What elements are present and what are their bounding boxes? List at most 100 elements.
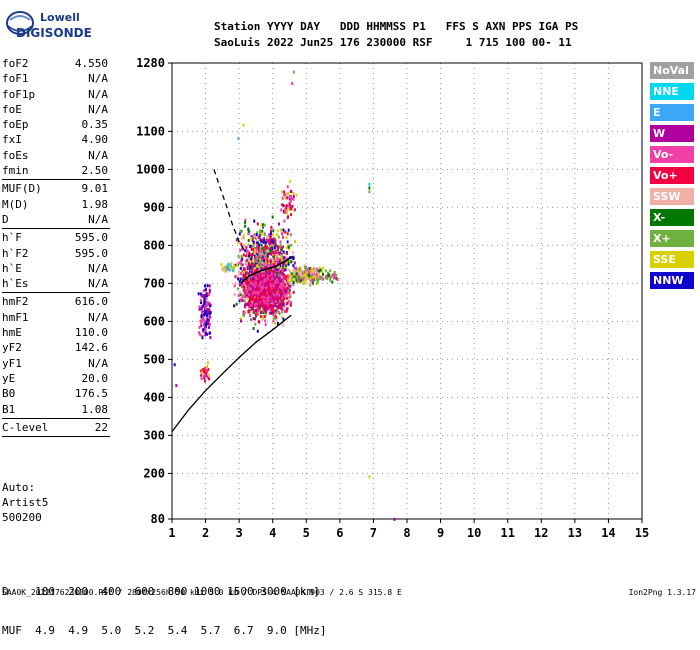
echo-point [272, 243, 275, 247]
echo-point [265, 307, 267, 311]
echo-point [267, 302, 270, 306]
echo-point [282, 228, 285, 232]
echo-point [256, 276, 259, 280]
echo-point [205, 366, 208, 370]
echo-point [278, 273, 281, 277]
auto-info: Auto: Artist5 500200 [2, 480, 48, 525]
echo-point [253, 281, 256, 285]
param-value: 142.6 [74, 341, 108, 355]
echo-point [278, 261, 281, 265]
echo-point [234, 265, 236, 269]
echo-point [288, 286, 291, 290]
echo-point [265, 303, 268, 307]
echo-point [276, 253, 279, 257]
echo-point [203, 330, 206, 334]
echo-point [315, 278, 318, 282]
echo-point [263, 295, 266, 299]
echo-point [263, 259, 266, 263]
echo-point [200, 301, 202, 305]
echo-point [334, 273, 336, 277]
echo-point [246, 284, 249, 288]
echo-point [208, 308, 211, 312]
echo-point [289, 259, 292, 263]
echo-point [244, 274, 247, 278]
legend-entry: W [650, 125, 694, 142]
echo-point [239, 248, 242, 252]
echo-point [274, 280, 277, 283]
param-name: h`F2 [2, 246, 29, 260]
echo-point [260, 278, 263, 282]
echo-point [302, 269, 305, 273]
param-value: N/A [88, 87, 108, 101]
echo-point [318, 269, 321, 273]
echo-point [267, 252, 269, 256]
echo-point [282, 275, 285, 279]
echo-point [258, 262, 261, 266]
echo-point [319, 277, 322, 281]
echo-point [277, 289, 280, 293]
param-value: N/A [88, 310, 108, 324]
echo-point [277, 303, 280, 307]
param-row: MUF(D) 9.01 [2, 181, 110, 196]
echo-point [247, 305, 250, 309]
echo-point [283, 297, 286, 301]
echo-point [280, 190, 283, 194]
echo-point [240, 319, 242, 323]
echo-point [333, 271, 336, 274]
y-tick-label: 900 [143, 200, 165, 214]
echo-point [285, 287, 288, 291]
echo-point [328, 275, 331, 279]
trace-curve [240, 256, 292, 284]
legend-entry: Vo+ [650, 167, 694, 184]
echo-point [250, 270, 253, 274]
echo-point [246, 267, 249, 271]
echo-point [264, 245, 267, 249]
echo-point [245, 246, 248, 250]
echo-point [285, 236, 288, 240]
echo-point [272, 280, 275, 284]
echo-point [251, 265, 254, 269]
echo-point [208, 284, 211, 288]
x-tick-label: 2 [202, 526, 209, 540]
echo-point [269, 270, 272, 274]
echo-point [253, 309, 256, 313]
echo-point [330, 275, 332, 279]
echo-point [275, 292, 278, 296]
echo-point [278, 297, 281, 300]
echo-point [326, 271, 329, 275]
echo-point [249, 305, 252, 309]
echo-point [326, 277, 329, 281]
echo-point [288, 273, 291, 277]
echo-point [252, 252, 255, 256]
echo-point [257, 245, 260, 249]
param-name: h`E [2, 261, 22, 275]
echo-point [304, 275, 307, 279]
echo-point [393, 517, 396, 521]
echo-point [287, 228, 290, 232]
echo-point [237, 273, 240, 277]
echo-point [236, 287, 239, 291]
echo-point [311, 275, 314, 279]
echo-point [267, 277, 270, 281]
echo-point [287, 298, 290, 302]
echo-point [286, 286, 289, 290]
echo-point [257, 261, 260, 265]
echo-point [205, 293, 208, 297]
echo-point [240, 255, 243, 259]
echo-point [221, 267, 224, 271]
echo-point [275, 272, 278, 276]
echo-point [200, 324, 203, 328]
echo-point [263, 246, 265, 250]
echo-point [297, 269, 300, 273]
echo-point [284, 230, 287, 234]
echo-point [293, 277, 295, 281]
echo-point [197, 292, 200, 296]
param-row: foEp 0.35 [2, 117, 110, 132]
echo-point [286, 196, 289, 200]
echo-point [336, 278, 339, 282]
echo-point [283, 252, 286, 256]
echo-point [252, 294, 255, 298]
param-value: N/A [88, 261, 108, 275]
echo-point [241, 247, 243, 251]
param-name: foF1 [2, 72, 29, 86]
